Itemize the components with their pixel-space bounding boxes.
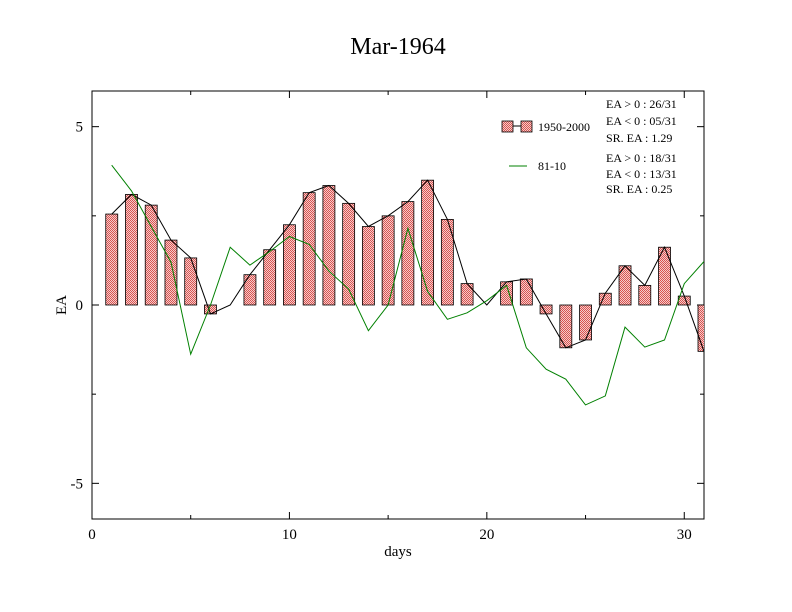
x-tick-label: 20 [479,527,494,543]
stat-1950-2000-sr: SR. EA : 1.29 [606,131,672,145]
bar-series [106,180,710,351]
legend-swatch-bar-right [521,121,532,132]
legend: 1950-2000 81-10 [502,120,590,173]
bar-day-15 [382,216,394,305]
stats-block: EA > 0 : 26/31 EA < 0 : 05/31 SR. EA : 1… [606,97,677,196]
stat-81-10-positive: EA > 0 : 18/31 [606,151,677,165]
bar-day-3 [145,205,157,305]
legend-item-1950-2000: 1950-2000 [502,120,590,134]
x-tick-label: 10 [282,527,297,543]
bar-day-28 [639,285,651,305]
bar-day-1 [106,214,118,305]
x-tick-label: 0 [88,527,96,543]
y-tick-label: -5 [71,476,84,492]
y-tick-label: 0 [76,298,84,314]
bar-day-22 [520,279,532,305]
bar-day-5 [185,258,197,305]
chart-title: Mar-1964 [350,34,446,60]
legend-swatch-bar-left [502,121,513,132]
bar-day-12 [323,186,335,305]
bar-day-16 [402,202,414,305]
bar-day-19 [461,284,473,305]
legend-label-81-10: 81-10 [538,159,566,173]
bar-day-8 [244,275,256,305]
bar-day-14 [362,227,374,305]
stat-1950-2000-negative: EA < 0 : 05/31 [606,114,677,128]
stat-81-10-sr: SR. EA : 0.25 [606,182,672,196]
stat-1950-2000-positive: EA > 0 : 26/31 [606,97,677,111]
stat-81-10-negative: EA < 0 : 13/31 [606,167,677,181]
legend-item-81-10: 81-10 [509,159,566,173]
bar-day-4 [165,240,177,305]
legend-label-1950-2000: 1950-2000 [538,120,590,134]
bar-day-2 [125,194,137,305]
y-tick-label: 5 [76,120,84,136]
bar-day-9 [264,250,276,305]
x-axis-label: days [384,544,412,560]
bar-day-17 [422,180,434,305]
bar-day-11 [303,193,315,305]
y-axis-label: EA [54,295,70,315]
bar-day-31 [698,305,710,351]
x-tick-label: 30 [677,527,692,543]
bar-day-25 [580,305,592,340]
